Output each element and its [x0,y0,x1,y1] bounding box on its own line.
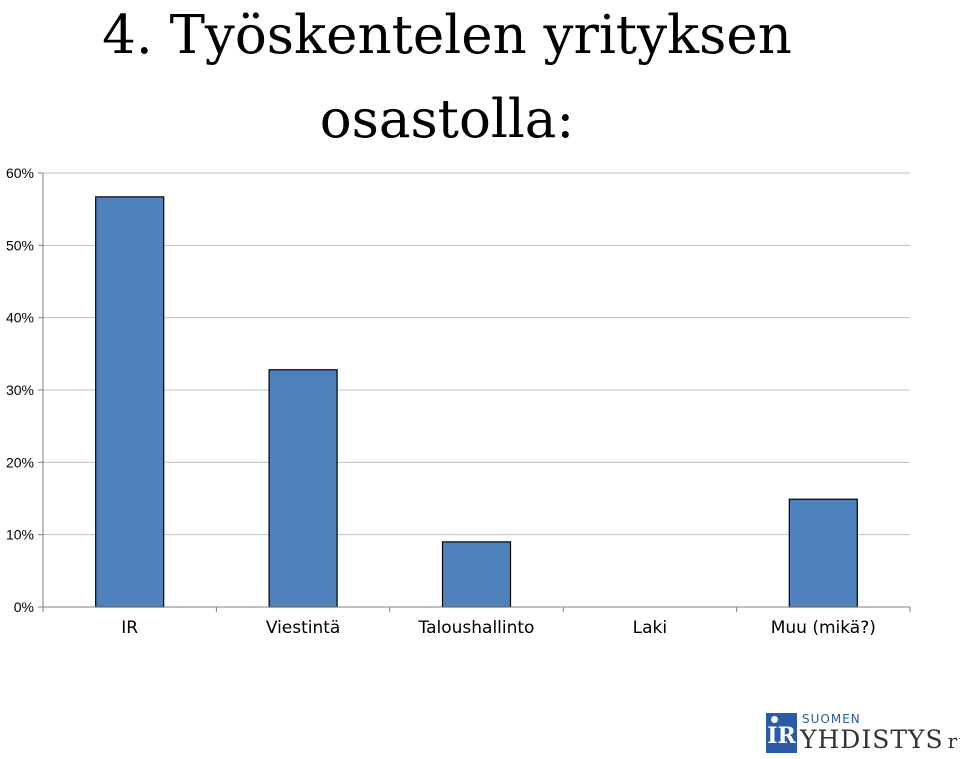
y-tick-label: 20% [6,454,34,470]
bar-chart: 0% 10% 20% 30% 40% 50% 60% IR Viestintä Talousha… [6,165,911,638]
chart-title-line1: 4. Työskentelen yrityksen [102,5,792,66]
chart-title: 4. Työskentelen yrityksen osastolla: [0,0,894,162]
y-tick-label: 40% [6,310,34,326]
logo-top-text: SUOMEN [802,712,861,726]
x-tick-label: IR [121,618,138,638]
x-tick-label: Muu (mikä?) [771,618,876,638]
y-tick-label: 60% [6,165,34,181]
ir-yhdistys-logo: IR SUOMEN YHDISTYSry [766,712,960,756]
x-axis-tick-labels: IR Viestintä Taloushallinto Laki Muu (mikä?) [121,618,876,638]
logo-main-text: YHDISTYSry [800,725,960,756]
logo-suffix: ry [947,729,960,753]
y-tick-label: 0% [14,599,34,615]
x-tick-label: Taloushallinto [418,618,535,638]
gridlines [43,172,910,536]
y-axis-tick-labels: 0% 10% 20% 30% 40% 50% 60% [6,165,34,615]
bars [95,196,858,608]
y-tick-label: 50% [6,237,34,253]
logo-mark: IR [766,713,797,753]
y-tick-label: 10% [6,527,34,543]
logo-main-word: YHDISTYS [800,725,944,754]
y-tick-label: 30% [6,382,34,398]
chart-title-line2: osastolla: [319,89,575,150]
logo-mark-text: IR [767,723,796,749]
bar [95,196,165,608]
bar [788,498,858,608]
x-tick-label: Laki [633,618,667,638]
bar [268,369,338,608]
axes [38,172,911,612]
bar [441,541,512,608]
x-tick-label: Viestintä [266,618,341,638]
